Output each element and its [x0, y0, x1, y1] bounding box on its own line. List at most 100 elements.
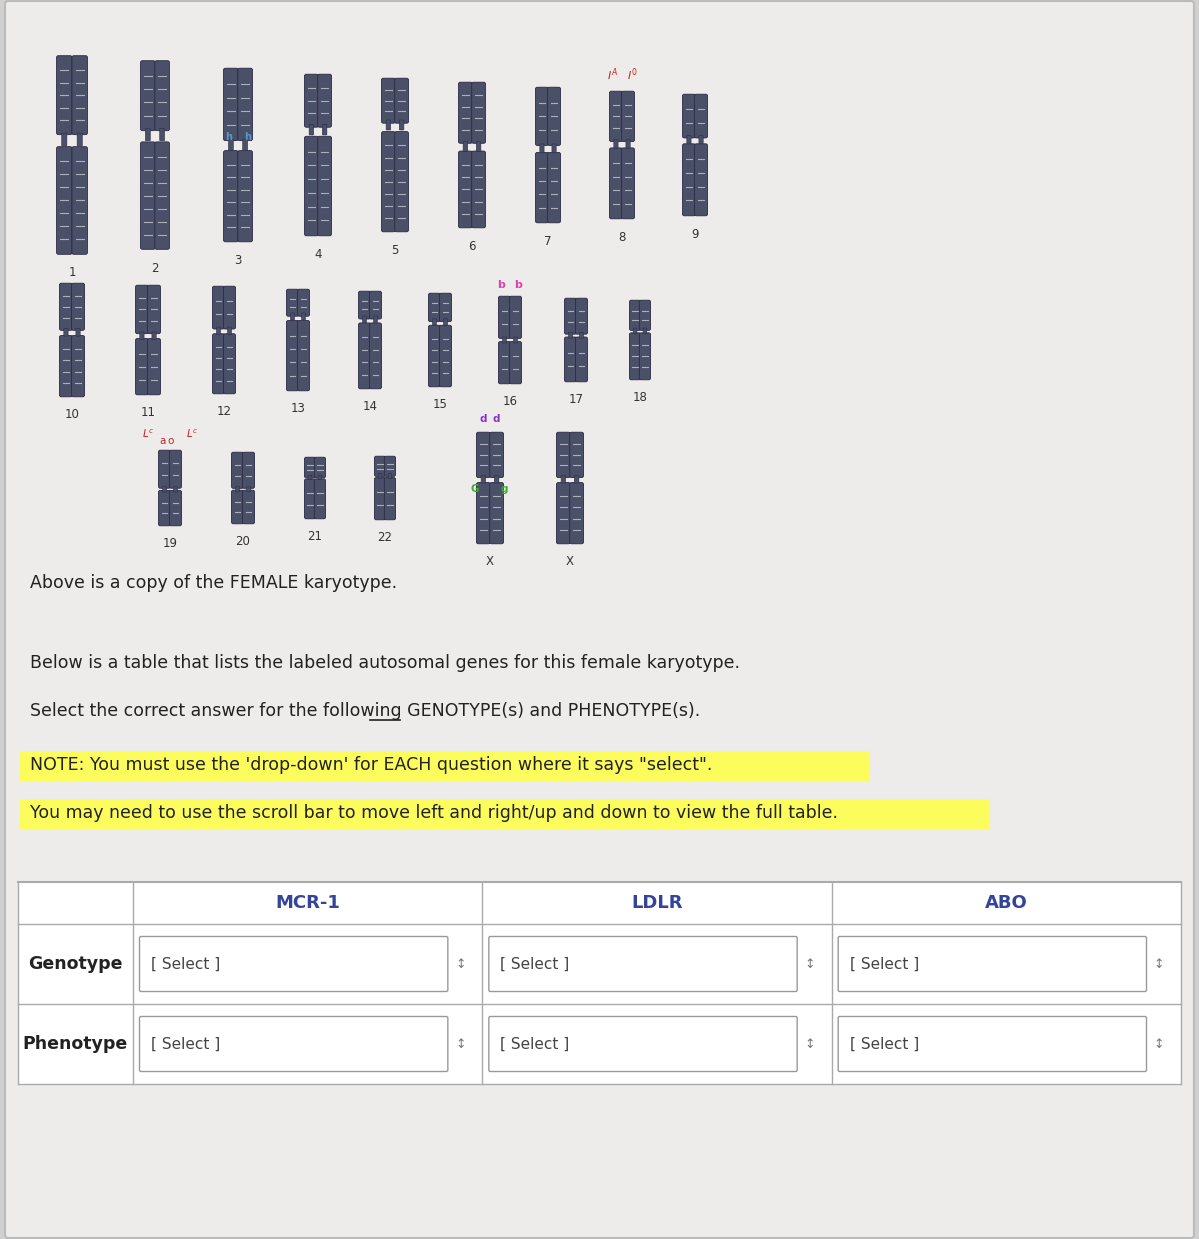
FancyBboxPatch shape [428, 326, 440, 387]
FancyBboxPatch shape [682, 144, 695, 216]
FancyBboxPatch shape [217, 327, 221, 335]
FancyBboxPatch shape [694, 144, 707, 216]
Text: Below is a table that lists the labeled autosomal genes for this female karyotyp: Below is a table that lists the labeled … [30, 654, 740, 672]
FancyBboxPatch shape [242, 139, 247, 150]
FancyBboxPatch shape [540, 144, 544, 152]
Text: Above is a copy of the FEMALE karyotype.: Above is a copy of the FEMALE karyotype. [30, 574, 397, 592]
Text: 8: 8 [619, 230, 626, 244]
FancyBboxPatch shape [318, 136, 331, 235]
Text: [ Select ]: [ Select ] [500, 1037, 570, 1052]
FancyBboxPatch shape [301, 313, 306, 320]
Text: [ Select ]: [ Select ] [850, 957, 918, 971]
Text: [ Select ]: [ Select ] [850, 1037, 918, 1052]
FancyBboxPatch shape [481, 476, 486, 483]
FancyBboxPatch shape [556, 482, 571, 544]
FancyBboxPatch shape [309, 124, 314, 135]
FancyBboxPatch shape [163, 487, 167, 492]
Text: Phenotype: Phenotype [23, 1035, 128, 1053]
Text: a: a [159, 436, 165, 446]
FancyBboxPatch shape [568, 332, 572, 338]
FancyBboxPatch shape [323, 124, 327, 135]
Text: You may need to use the scroll bar to move left and right/up and down to view th: You may need to use the scroll bar to mo… [30, 804, 838, 821]
FancyBboxPatch shape [374, 316, 378, 322]
Text: $I^0$: $I^0$ [627, 67, 637, 83]
Text: h: h [225, 131, 233, 141]
FancyBboxPatch shape [548, 87, 560, 145]
Text: ↕: ↕ [456, 958, 465, 970]
FancyBboxPatch shape [290, 313, 295, 320]
Text: 20: 20 [235, 535, 251, 548]
FancyBboxPatch shape [565, 337, 577, 382]
FancyBboxPatch shape [60, 284, 72, 331]
Text: 6: 6 [469, 240, 476, 253]
FancyBboxPatch shape [318, 74, 331, 128]
FancyBboxPatch shape [494, 476, 499, 483]
FancyBboxPatch shape [229, 139, 234, 150]
Text: LDLR: LDLR [631, 895, 682, 912]
Text: 10: 10 [65, 408, 79, 421]
FancyBboxPatch shape [212, 286, 224, 330]
Text: 14: 14 [362, 400, 378, 413]
FancyBboxPatch shape [385, 456, 396, 476]
Text: o: o [168, 436, 174, 446]
FancyBboxPatch shape [536, 87, 548, 145]
FancyBboxPatch shape [639, 333, 651, 380]
FancyBboxPatch shape [223, 151, 239, 242]
FancyBboxPatch shape [489, 482, 504, 544]
FancyBboxPatch shape [139, 1016, 448, 1072]
FancyBboxPatch shape [621, 147, 634, 219]
FancyBboxPatch shape [838, 937, 1146, 991]
FancyBboxPatch shape [386, 120, 391, 130]
FancyBboxPatch shape [570, 432, 584, 477]
FancyBboxPatch shape [72, 284, 84, 331]
FancyBboxPatch shape [235, 487, 240, 492]
FancyBboxPatch shape [565, 299, 577, 335]
Text: Genotype: Genotype [29, 955, 122, 973]
FancyBboxPatch shape [147, 285, 161, 333]
FancyBboxPatch shape [169, 450, 181, 488]
FancyBboxPatch shape [687, 135, 691, 144]
Text: $I^A$: $I^A$ [607, 67, 617, 83]
FancyBboxPatch shape [56, 56, 72, 135]
Text: ↕: ↕ [1153, 958, 1164, 970]
FancyBboxPatch shape [513, 337, 518, 343]
FancyBboxPatch shape [223, 68, 239, 140]
Text: d: d [493, 414, 500, 424]
FancyBboxPatch shape [574, 476, 579, 483]
FancyBboxPatch shape [385, 477, 396, 520]
FancyBboxPatch shape [237, 68, 253, 140]
FancyBboxPatch shape [135, 285, 149, 333]
Text: 9: 9 [692, 228, 699, 242]
Text: b: b [514, 280, 523, 290]
FancyBboxPatch shape [639, 300, 651, 331]
FancyBboxPatch shape [159, 129, 164, 141]
FancyBboxPatch shape [152, 332, 156, 339]
FancyBboxPatch shape [369, 291, 381, 318]
Text: b: b [498, 280, 506, 290]
FancyBboxPatch shape [489, 432, 504, 477]
Text: ↕: ↕ [456, 1037, 465, 1051]
Text: 5: 5 [391, 244, 399, 256]
FancyBboxPatch shape [609, 92, 622, 141]
FancyBboxPatch shape [135, 338, 149, 395]
FancyBboxPatch shape [552, 144, 556, 152]
FancyBboxPatch shape [433, 318, 436, 325]
FancyBboxPatch shape [318, 476, 321, 479]
Text: 3: 3 [234, 254, 242, 266]
Text: 2: 2 [151, 261, 158, 275]
FancyBboxPatch shape [369, 323, 381, 389]
FancyBboxPatch shape [548, 152, 560, 223]
FancyBboxPatch shape [169, 491, 181, 525]
Text: $L^c$: $L^c$ [186, 427, 198, 440]
Text: MCR-1: MCR-1 [276, 895, 341, 912]
FancyBboxPatch shape [72, 146, 88, 254]
FancyBboxPatch shape [378, 473, 382, 478]
Text: ↕: ↕ [805, 1037, 815, 1051]
FancyBboxPatch shape [287, 289, 299, 316]
Text: 4: 4 [314, 248, 321, 261]
FancyBboxPatch shape [61, 133, 67, 146]
FancyBboxPatch shape [458, 151, 472, 228]
Text: 21: 21 [307, 530, 323, 543]
FancyBboxPatch shape [476, 141, 481, 151]
FancyBboxPatch shape [77, 133, 83, 146]
